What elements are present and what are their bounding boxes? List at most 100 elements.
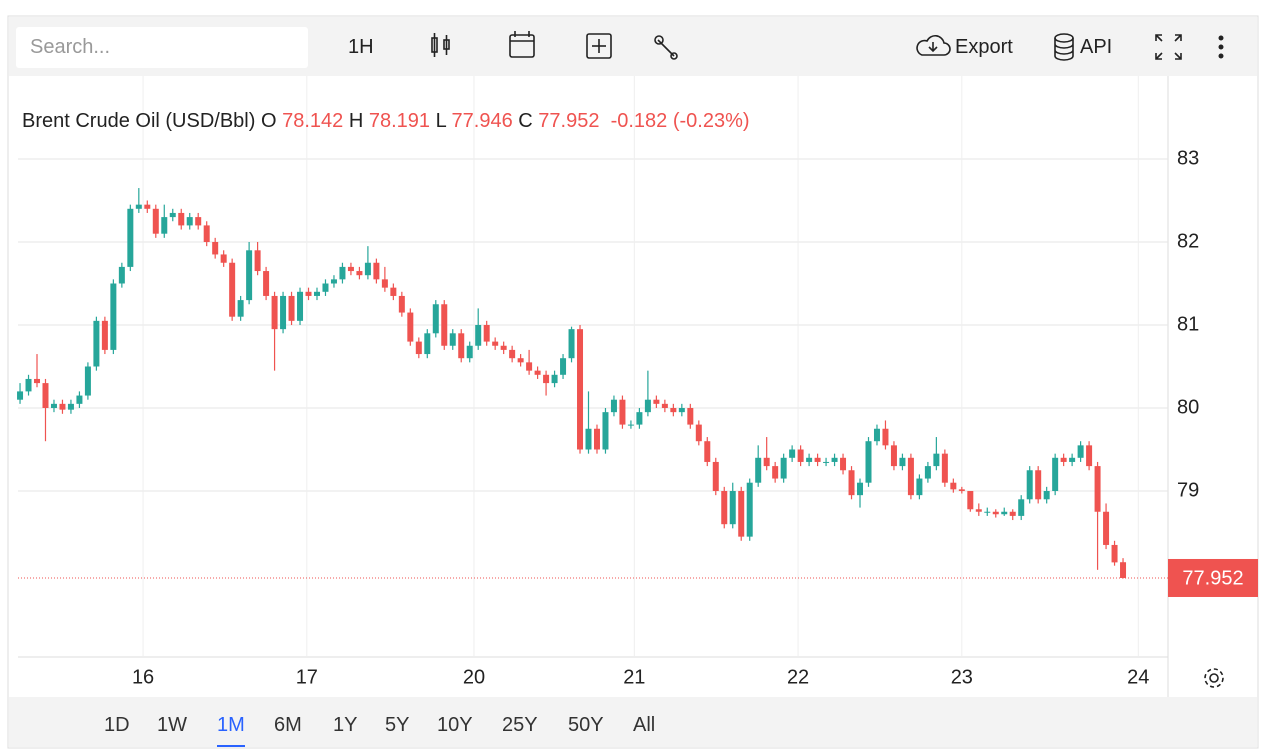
candle-body bbox=[958, 489, 965, 491]
candle-body bbox=[110, 283, 117, 350]
candle-body bbox=[678, 408, 685, 413]
close-value: 77.952 bbox=[538, 110, 600, 132]
candle-body bbox=[144, 204, 151, 209]
range-button[interactable]: 6M bbox=[274, 714, 302, 736]
candle-body bbox=[127, 208, 134, 267]
candle-body bbox=[695, 424, 702, 442]
candle-body bbox=[1009, 511, 1016, 516]
x-tick-label: 20 bbox=[463, 666, 485, 688]
x-tick-label: 23 bbox=[951, 666, 973, 688]
candle-body bbox=[84, 366, 91, 396]
candle-body bbox=[415, 341, 422, 355]
candle-body bbox=[992, 511, 999, 515]
candle-body bbox=[1026, 470, 1033, 500]
candle-body bbox=[1069, 457, 1076, 462]
search-box[interactable]: Search... bbox=[16, 27, 308, 68]
y-tick-label: 83 bbox=[1177, 147, 1199, 169]
ohlc-label: C bbox=[518, 110, 533, 132]
candles-icon[interactable] bbox=[431, 33, 450, 57]
candle-body bbox=[755, 457, 762, 483]
candle-body bbox=[509, 349, 516, 359]
candle-body bbox=[653, 399, 660, 404]
calendar-icon[interactable] bbox=[509, 31, 535, 58]
candle-body bbox=[950, 482, 957, 490]
candle-body bbox=[899, 457, 906, 467]
candle-body bbox=[729, 491, 736, 525]
candle-body bbox=[364, 262, 371, 276]
candle-body bbox=[492, 341, 499, 346]
range-button[interactable]: 5Y bbox=[385, 714, 410, 736]
candle-body bbox=[560, 358, 567, 375]
ohlc-label: O bbox=[260, 110, 277, 132]
range-button[interactable]: 1M bbox=[217, 714, 245, 747]
candle-body bbox=[848, 470, 855, 496]
candle-body bbox=[585, 428, 592, 450]
range-button[interactable]: 1D bbox=[104, 714, 130, 736]
export-button[interactable]: Export bbox=[955, 36, 1013, 58]
database-icon[interactable] bbox=[1054, 33, 1074, 61]
candle-body bbox=[101, 320, 108, 350]
candle-body bbox=[873, 428, 880, 442]
candle-body bbox=[857, 482, 864, 496]
candle-body bbox=[59, 403, 66, 410]
candle-body bbox=[670, 408, 677, 413]
candle-body bbox=[161, 217, 168, 234]
price-tag bbox=[1168, 558, 1258, 597]
candle-body bbox=[169, 212, 176, 218]
more-icon[interactable] bbox=[1218, 35, 1224, 59]
candle-body bbox=[212, 242, 219, 255]
candle-body bbox=[882, 428, 889, 446]
low-value: 77.946 bbox=[451, 110, 513, 132]
range-button[interactable]: 25Y bbox=[502, 714, 538, 736]
candle-body bbox=[458, 333, 465, 359]
candle-body bbox=[322, 283, 329, 292]
candle-body bbox=[1077, 445, 1084, 458]
title: Brent Crude Oil (USD/Bbl) bbox=[22, 110, 256, 132]
wrench-icon[interactable] bbox=[654, 35, 678, 60]
x-tick-label: 21 bbox=[623, 666, 645, 688]
candle-body bbox=[229, 262, 236, 317]
candle-body bbox=[517, 358, 524, 363]
candle-body bbox=[1086, 445, 1093, 467]
change-percent: (-0.23%) bbox=[672, 110, 750, 132]
candle-body bbox=[1043, 491, 1050, 500]
candle-body bbox=[203, 225, 210, 242]
candle-body bbox=[313, 291, 320, 296]
range-button[interactable]: 1Y bbox=[333, 714, 358, 736]
range-button[interactable]: 50Y bbox=[568, 714, 604, 736]
settings-icon[interactable] bbox=[1204, 668, 1224, 688]
cloud-icon[interactable] bbox=[916, 35, 951, 56]
candle-body bbox=[42, 383, 49, 408]
range-button[interactable]: 1W bbox=[157, 714, 187, 736]
candle-body bbox=[772, 466, 779, 479]
candle-body bbox=[806, 457, 813, 462]
candle-body bbox=[1001, 511, 1008, 515]
x-tick-label: 22 bbox=[787, 666, 809, 688]
candle-body bbox=[831, 457, 838, 462]
interval-button[interactable]: 1H bbox=[348, 36, 374, 58]
api-button[interactable]: API bbox=[1080, 36, 1113, 58]
candle-body bbox=[118, 266, 125, 284]
candle-body bbox=[390, 287, 397, 296]
x-tick-label: 17 bbox=[296, 666, 318, 688]
candle-body bbox=[840, 457, 847, 471]
fullscreen-icon[interactable] bbox=[1155, 34, 1182, 60]
candle-body bbox=[865, 441, 872, 483]
candle-body bbox=[237, 300, 244, 317]
candle-body bbox=[543, 374, 550, 384]
candle-body bbox=[398, 295, 405, 313]
candle-body bbox=[407, 312, 414, 342]
candle-body bbox=[356, 271, 363, 276]
change: -0.182 bbox=[610, 110, 668, 132]
candle-body bbox=[67, 403, 74, 410]
add-icon[interactable] bbox=[586, 33, 612, 59]
range-button[interactable]: 10Y bbox=[437, 714, 473, 736]
range-button[interactable]: All bbox=[633, 714, 656, 736]
candle-body bbox=[907, 457, 914, 496]
candle-body bbox=[593, 428, 600, 450]
ohlc-label: H bbox=[348, 110, 364, 132]
candle-body bbox=[25, 378, 32, 392]
candle-body bbox=[636, 412, 643, 425]
candle-body bbox=[551, 374, 558, 384]
